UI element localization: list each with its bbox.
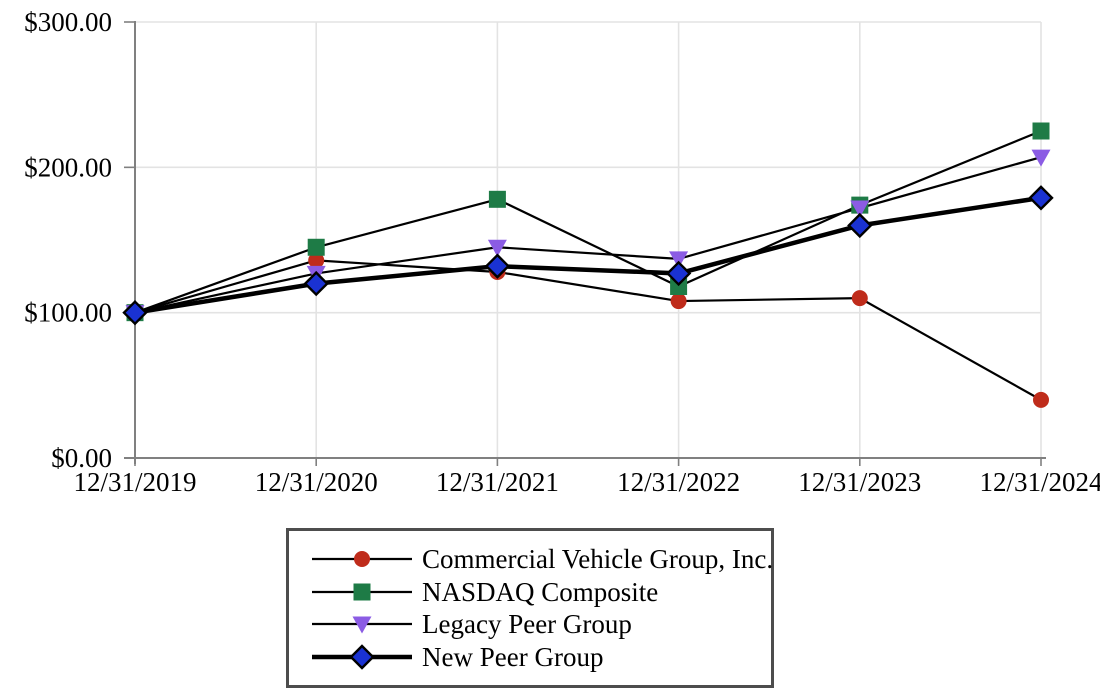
- marker-square: [488, 190, 506, 208]
- marker-square: [353, 583, 371, 601]
- marker-square: [670, 278, 688, 296]
- legend-item-square: NASDAQ Composite: [299, 576, 771, 608]
- marker-diamond: [484, 253, 511, 279]
- marker-triangle-down: [352, 616, 372, 634]
- legend-item-triangle-down: Legacy Peer Group: [299, 608, 771, 640]
- marker-circle: [308, 252, 325, 269]
- marker-circle: [354, 551, 370, 567]
- x-axis-tick-label: 12/31/2023: [798, 467, 921, 497]
- legend-sample-line: [312, 644, 412, 670]
- legend-sample-line: [312, 583, 412, 601]
- series-line-diamond: [134, 195, 1042, 315]
- marker-diamond: [665, 260, 692, 287]
- legend-label: NASDAQ Composite: [422, 576, 659, 607]
- y-axis-tick-label: $100.00: [24, 298, 112, 328]
- marker-diamond: [1028, 185, 1054, 211]
- x-axis-tick-label: 12/31/2024: [979, 467, 1100, 497]
- marker-diamond: [303, 270, 329, 297]
- marker-circle: [1033, 391, 1049, 408]
- x-axis-tick-label: 12/31/2019: [73, 467, 196, 497]
- legend-label: Commercial Vehicle Group, Inc.: [422, 544, 774, 574]
- chart-legend: Commercial Vehicle Group, Inc. NASDAQ Com…: [286, 528, 774, 688]
- marker-circle: [851, 290, 868, 307]
- marker-diamond: [349, 644, 375, 670]
- marker-triangle-down: [850, 200, 870, 218]
- performance-line-chart: $0.00 $100.00 $200.00 $300.00 12/31/2019 12/3…: [24, 7, 1100, 497]
- series-line-triangle-down: [134, 156, 1042, 314]
- series-line-circle: [134, 259, 1042, 401]
- y-axis-tick-label: $200.00: [24, 152, 112, 182]
- marker-triangle-down: [487, 239, 507, 257]
- marker-diamond: [847, 212, 873, 239]
- y-axis-tick-label: $0.00: [51, 443, 112, 473]
- marker-square: [307, 238, 325, 256]
- marker-diamond: [122, 299, 148, 326]
- marker-triangle-down: [669, 251, 689, 269]
- legend-item-circle: Commercial Vehicle Group, Inc.: [299, 543, 774, 575]
- legend-item-diamond: New Peer Group: [299, 641, 771, 673]
- legend-sample-line: [312, 616, 412, 634]
- x-axis-tick-label: 12/31/2022: [617, 467, 740, 497]
- y-axis-tick-label: $300.00: [24, 7, 112, 37]
- marker-triangle-down: [1031, 149, 1051, 167]
- series-line-square: [134, 129, 1042, 314]
- marker-square: [1032, 122, 1050, 140]
- legend-label: Legacy Peer Group: [422, 609, 632, 640]
- marker-circle: [670, 293, 687, 310]
- x-axis-tick-label: 12/31/2021: [436, 467, 559, 497]
- legend-sample-line: [312, 551, 412, 567]
- legend-label: New Peer Group: [422, 641, 604, 672]
- x-axis-tick-label: 12/31/2020: [255, 467, 378, 497]
